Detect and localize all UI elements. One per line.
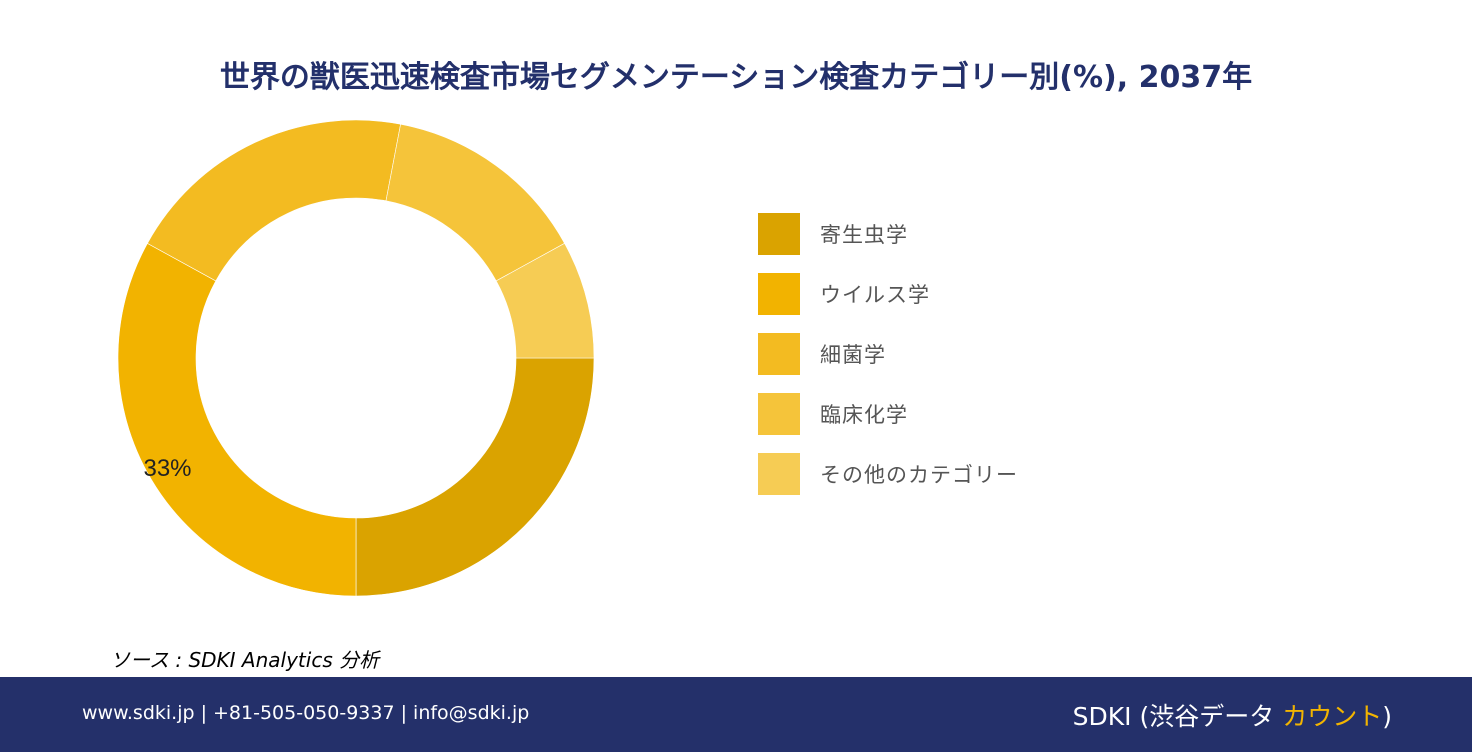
legend-item: ウイルス学 xyxy=(758,273,1018,315)
slice-data-label: 33% xyxy=(143,455,191,482)
legend-swatch xyxy=(758,453,800,495)
donut-slice-3 xyxy=(147,119,401,282)
legend-item: 臨床化学 xyxy=(758,393,1018,435)
legend-label: その他のカテゴリー xyxy=(820,463,1018,487)
chart-legend: 寄生虫学ウイルス学細菌学臨床化学その他のカテゴリー xyxy=(758,213,1018,514)
donut-slice-5 xyxy=(495,242,595,359)
donut-slice-1 xyxy=(355,357,595,597)
brand-accent: カウント xyxy=(1282,702,1383,731)
brand-prefix: SDKI (渋谷データ xyxy=(1072,702,1283,731)
legend-swatch xyxy=(758,213,800,255)
donut-slice-2 xyxy=(117,242,357,597)
donut-chart: 33% xyxy=(117,119,595,597)
legend-label: 臨床化学 xyxy=(820,403,908,427)
legend-item: 細菌学 xyxy=(758,333,1018,375)
legend-label: 寄生虫学 xyxy=(820,223,908,247)
legend-swatch xyxy=(758,393,800,435)
donut-slice-4 xyxy=(385,123,565,282)
legend-label: ウイルス学 xyxy=(820,283,930,307)
brand-suffix: ) xyxy=(1382,702,1392,731)
legend-label: 細菌学 xyxy=(820,343,886,367)
footer-bar: www.sdki.jp | +81-505-050-9337 | info@sd… xyxy=(0,677,1472,752)
source-note: ソース : SDKI Analytics 分析 xyxy=(110,648,380,672)
footer-contact: www.sdki.jp | +81-505-050-9337 | info@sd… xyxy=(82,702,530,724)
legend-item: その他のカテゴリー xyxy=(758,453,1018,495)
footer-brand: SDKI (渋谷データ カウント) xyxy=(1073,697,1392,733)
legend-item: 寄生虫学 xyxy=(758,213,1018,255)
chart-title: 世界の獣医迅速検査市場セグメンテーション検査カテゴリー別(%), 2037年 xyxy=(219,60,1253,95)
legend-swatch xyxy=(758,333,800,375)
legend-swatch xyxy=(758,273,800,315)
